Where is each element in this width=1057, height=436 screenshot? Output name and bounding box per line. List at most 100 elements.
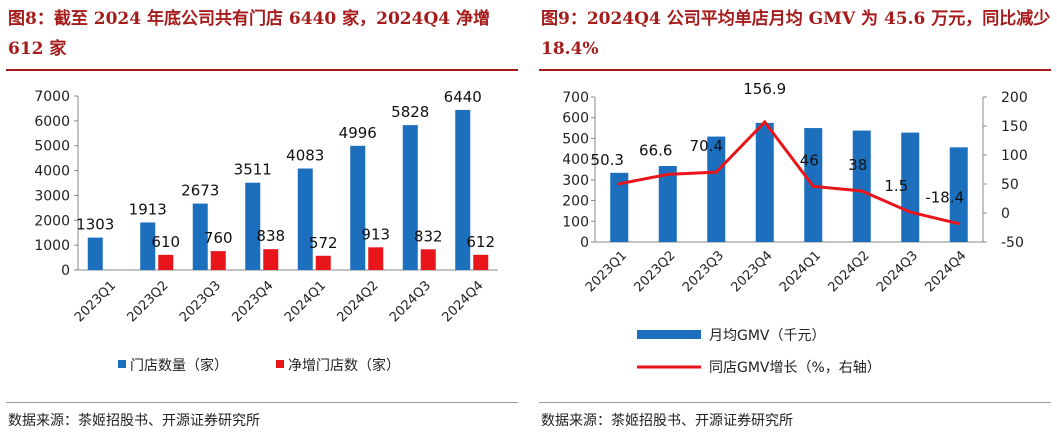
- x-tick-label: 2024Q3: [874, 248, 921, 295]
- right-figure-panel: 图9：2024Q4 公司平均单店月均 GMV 为 45.6 万元，同比减少 18…: [533, 0, 1057, 436]
- same-store-growth-line: [618, 119, 960, 226]
- left-y-tick-label: 300: [562, 173, 589, 189]
- net-add-data-label: 838: [256, 227, 285, 245]
- store-count-data-label: 6440: [444, 88, 482, 106]
- net-add-bar: [473, 254, 489, 270]
- left-y-tick-label: 700: [562, 90, 589, 106]
- right-y-tick-label: 150: [1001, 119, 1028, 135]
- store-count-data-label: 4996: [339, 124, 377, 142]
- right-title-rule: [539, 69, 1051, 71]
- store-count-data-label: 1303: [76, 216, 114, 234]
- x-tick-label: 2023Q4: [728, 248, 775, 295]
- x-tick-label: 2023Q2: [631, 248, 678, 295]
- growth-point: [860, 189, 864, 193]
- store-count-bar: [297, 168, 313, 270]
- y-tick-label: 7000: [34, 89, 70, 105]
- x-tick-label: 2023Q1: [72, 278, 119, 325]
- net-add-bar: [315, 255, 331, 270]
- left-y-tick-label: 400: [562, 152, 589, 168]
- legend-label-store-count: 门店数量（家）: [130, 357, 228, 374]
- net-add-bar: [420, 249, 436, 270]
- store-count-data-label: 5828: [391, 103, 429, 121]
- legend-swatch-net-add: [276, 360, 284, 368]
- net-add-bar: [368, 247, 384, 270]
- legend-label-gmv: 月均GMV（千元）: [709, 328, 826, 344]
- right-source-note: 数据来源：茶姬招股书、开源证券研究所: [541, 413, 793, 429]
- x-tick-label: 2024Q4: [439, 278, 486, 325]
- y-tick-label: 2000: [34, 213, 70, 229]
- net-add-bar: [158, 254, 174, 270]
- growth-point: [908, 210, 912, 214]
- y-tick-label: 1000: [34, 238, 70, 254]
- legend-swatch-gmv: [637, 330, 701, 339]
- growth-data-label: -18.4: [925, 189, 964, 207]
- store-count-bar: [402, 125, 418, 270]
- x-tick-label: 2024Q1: [282, 278, 329, 325]
- right-y-tick-label: 50: [1001, 177, 1019, 193]
- legend-label-net-add: 净增门店数（家）: [288, 357, 400, 374]
- store-count-bar: [140, 222, 156, 270]
- growth-data-label: 66.6: [639, 141, 672, 159]
- growth-data-label: 50.3: [591, 151, 624, 169]
- x-tick-label: 2024Q2: [825, 248, 872, 295]
- gmv-bar: [707, 136, 726, 242]
- store-count-data-label: 4083: [286, 147, 324, 165]
- store-count-bar: [350, 145, 366, 270]
- growth-data-label: 1.5: [884, 177, 908, 195]
- left-source-note: 数据来源：茶姬招股书、开源证券研究所: [8, 413, 260, 429]
- gmv-bar: [658, 165, 677, 242]
- net-add-data-label: 610: [151, 233, 180, 251]
- store-count-data-label: 3511: [234, 161, 272, 179]
- left-y-tick-label: 500: [562, 131, 589, 147]
- gmv-bar: [949, 147, 968, 242]
- left-source-rule: [6, 402, 518, 403]
- left-y-tick-label: 100: [562, 214, 589, 230]
- growth-point: [763, 120, 767, 124]
- gmv-chart: 0 100 200 300 400 500 600 700 -50 0 50 100 150 200 202…: [562, 80, 1028, 376]
- store-count-chart: 0 1000 2000 3000 4000 5000 6000 7000 1303 2023Q1 1…: [34, 88, 498, 374]
- x-tick-label: 2023Q4: [229, 278, 276, 325]
- growth-data-label: 70.4: [690, 137, 723, 155]
- x-tick-label: 2023Q2: [124, 278, 171, 325]
- right-y-tick-label: 100: [1001, 148, 1028, 164]
- store-count-bar: [192, 203, 208, 270]
- right-y-tick-label: -50: [1001, 235, 1024, 251]
- y-tick-label: 0: [61, 263, 70, 279]
- net-add-bar: [263, 249, 279, 270]
- growth-point: [957, 222, 961, 226]
- x-tick-label: 2023Q3: [177, 278, 224, 325]
- y-tick-label: 3000: [34, 188, 70, 204]
- growth-data-label: 46: [800, 151, 819, 169]
- right-y-tick-label: 200: [1001, 90, 1028, 106]
- gmv-bar: [610, 172, 629, 242]
- left-y-tick-label: 0: [580, 235, 589, 251]
- left-figure-panel: 图8：截至 2024 年底公司共有门店 6440 家，2024Q4 净增 612…: [0, 0, 524, 436]
- store-count-bar: [455, 109, 471, 270]
- y-tick-label: 6000: [34, 114, 70, 130]
- store-count-bar: [245, 182, 261, 270]
- left-y-tick-label: 600: [562, 111, 589, 127]
- growth-point: [666, 172, 670, 176]
- x-tick-label: 2023Q3: [680, 248, 727, 295]
- right-y-tick-label: 0: [1001, 206, 1010, 222]
- net-add-data-label: 612: [466, 233, 495, 251]
- x-tick-label: 2024Q2: [334, 278, 381, 325]
- net-add-data-label: 572: [309, 234, 338, 252]
- x-tick-label: 2024Q4: [922, 248, 969, 295]
- net-add-data-label: 760: [204, 229, 233, 247]
- store-count-data-label: 2673: [181, 182, 219, 200]
- net-add-data-label: 832: [414, 227, 443, 245]
- right-source-rule: [539, 402, 1051, 403]
- growth-data-label: 38: [848, 156, 867, 174]
- gmv-bar: [852, 130, 871, 242]
- y-tick-label: 5000: [34, 139, 70, 155]
- growth-point: [714, 170, 718, 174]
- legend-swatch-store-count: [118, 360, 126, 368]
- gmv-bar: [755, 122, 774, 242]
- left-figure-title: 图8：截至 2024 年底公司共有门店 6440 家，2024Q4 净增 612…: [8, 9, 491, 59]
- y-tick-label: 4000: [34, 164, 70, 180]
- x-tick-label: 2024Q3: [387, 278, 434, 325]
- net-add-data-label: 913: [361, 225, 390, 243]
- left-title-rule: [6, 69, 518, 71]
- net-add-bar: [210, 251, 226, 270]
